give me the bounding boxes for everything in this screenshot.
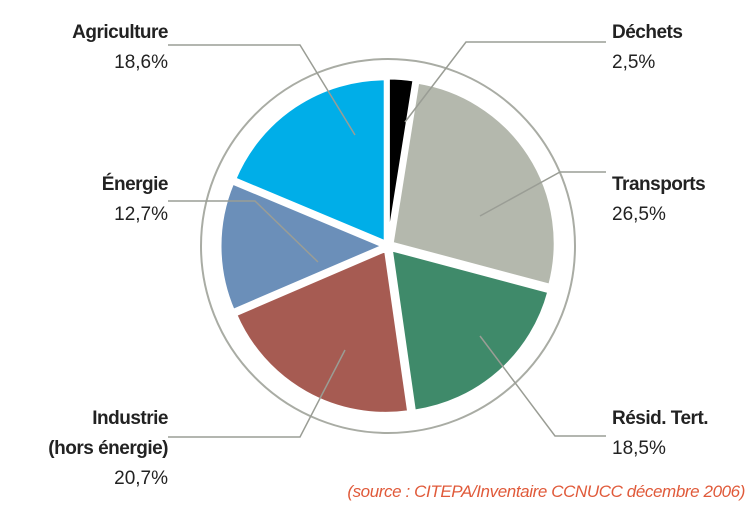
slice-label: Déchets 2,5% xyxy=(612,18,683,78)
slice-label: Industrie (hors énergie) 20,7% xyxy=(48,404,168,494)
category-label: Transports xyxy=(612,174,706,195)
slice-label: Résid. Tert. 18,5% xyxy=(612,404,709,464)
value-label: 2,5% xyxy=(612,52,656,73)
value-label: 12,7% xyxy=(114,204,168,225)
pie-slice xyxy=(233,77,387,244)
leader-line xyxy=(168,349,346,438)
outer-ring xyxy=(200,58,576,434)
category-label: Agriculture xyxy=(72,22,168,43)
leader-line xyxy=(479,335,606,437)
value-label: 18,6% xyxy=(114,52,168,73)
category-label: Énergie xyxy=(101,174,169,195)
pie-slice xyxy=(390,80,557,287)
slice-label: Énergie 12,7% xyxy=(101,170,169,230)
source-note: (source : CITEPA/Inventaire CCNUCC décem… xyxy=(347,482,745,501)
category-label: Résid. Tert. xyxy=(612,408,709,429)
category-label: Déchets xyxy=(612,22,683,43)
leader-line xyxy=(168,44,356,136)
value-label: 20,7% xyxy=(114,468,168,489)
value-label: 26,5% xyxy=(612,204,666,225)
leader-line xyxy=(479,171,606,217)
pie-slice xyxy=(234,248,411,415)
leader-line xyxy=(404,41,606,123)
leader-line xyxy=(168,200,319,263)
category-label: Industrie (hors énergie) xyxy=(48,408,168,459)
pie-slice xyxy=(389,248,551,413)
slice-label: Transports 26,5% xyxy=(612,170,706,230)
value-label: 18,5% xyxy=(612,438,666,459)
slice-label: Agriculture 18,6% xyxy=(72,18,168,78)
